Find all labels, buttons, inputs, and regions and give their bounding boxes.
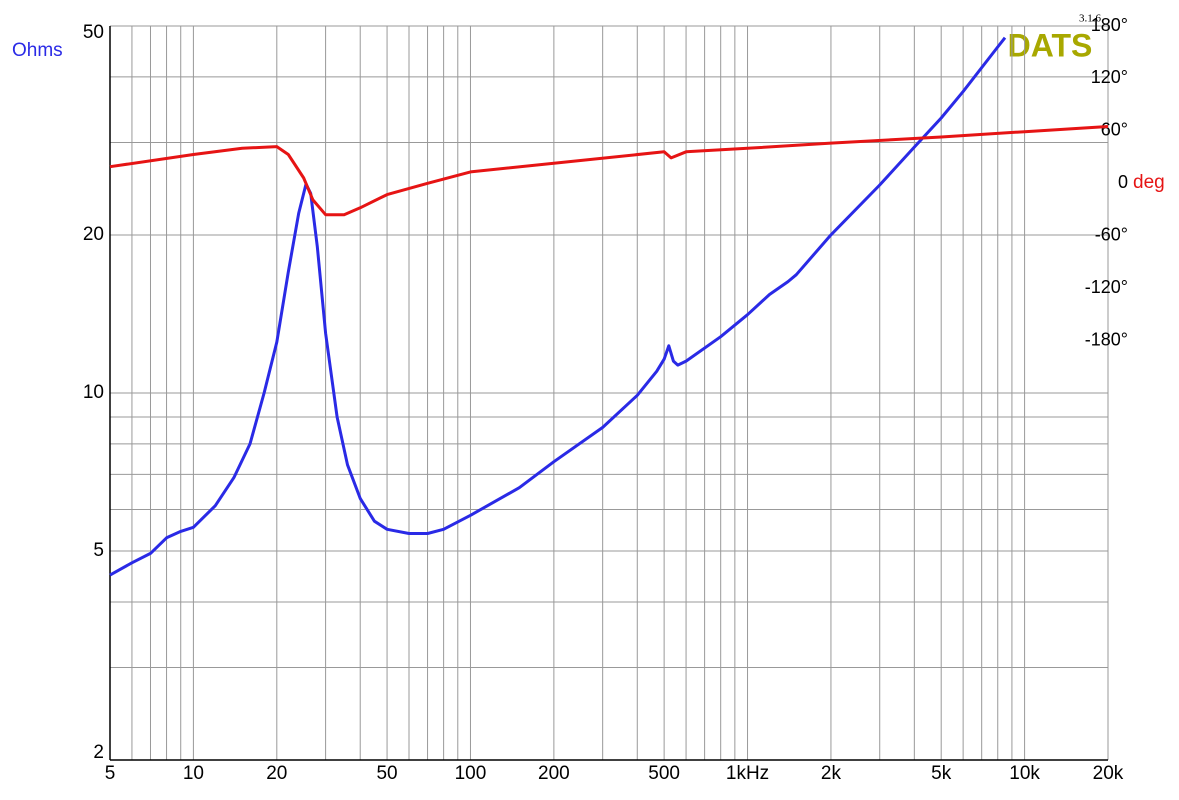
y-tick-label: 20: [83, 224, 104, 245]
x-tick-label: 50: [376, 763, 397, 784]
series-line: [109, 125, 1109, 217]
y2-axis-label: deg: [1133, 172, 1165, 193]
x-tick-label: 10: [183, 763, 204, 784]
x-tick-label: 5: [105, 763, 116, 784]
y2-tick-label: 60°: [1101, 120, 1128, 140]
x-tick-label: 2k: [821, 763, 842, 784]
x-tick-label: 100: [455, 763, 487, 784]
y-tick-label: 50: [83, 22, 104, 43]
x-tick-label: 10k: [1009, 763, 1040, 784]
y-tick-label: 10: [83, 382, 104, 403]
y2-tick-label: -60°: [1095, 224, 1128, 244]
y-axis-label: Ohms: [12, 40, 63, 61]
y2-tick-label: -180°: [1085, 329, 1128, 349]
x-tick-label: 5k: [931, 763, 952, 784]
y2-tick-label: 180°: [1091, 15, 1128, 35]
y-tick-label: 2: [93, 742, 104, 763]
y2-tick-label: -120°: [1085, 277, 1128, 297]
brand: DATS: [1008, 27, 1093, 63]
y2-tick-label: 120°: [1091, 67, 1128, 87]
y-tick-label: 5: [93, 540, 104, 561]
x-tick-label: 1kHz: [726, 763, 769, 784]
x-tick-label: 20: [266, 763, 287, 784]
version: 3.1.6: [1079, 13, 1102, 25]
series-line: [109, 36, 1007, 577]
y2-tick-label: 0: [1118, 172, 1128, 192]
x-tick-label: 20k: [1093, 763, 1124, 784]
x-tick-label: 200: [538, 763, 570, 784]
x-tick-label: 500: [648, 763, 680, 784]
